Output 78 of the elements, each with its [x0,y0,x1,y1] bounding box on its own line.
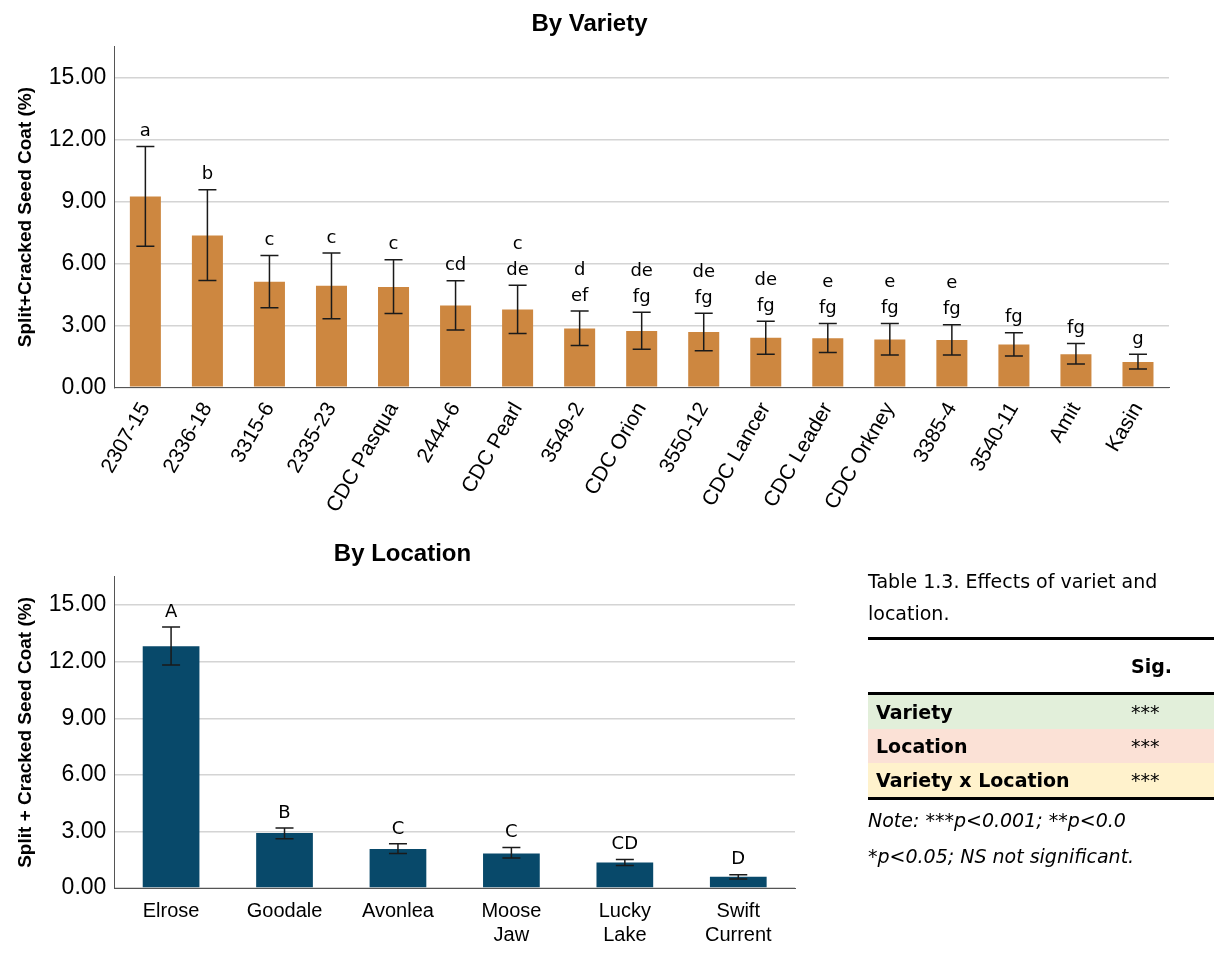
x-tick-label: Elrose [142,898,200,921]
bar [315,285,347,387]
text: *** [1131,735,1160,757]
data-label: fg [1067,316,1085,338]
data-label: C [391,816,405,838]
data-label: CD [611,832,639,854]
y-tick-label: 3.00 [61,816,107,843]
y-tick-label: 0.00 [61,372,107,399]
x-tick-label: Goodale [246,898,323,921]
bar [253,281,285,387]
bar [1122,361,1154,387]
bar [142,646,200,888]
y-tick-label: 6.00 [61,760,107,787]
data-label: e fg [880,270,899,318]
data-label: A [164,599,178,621]
chart-title: By Location [333,539,472,567]
bar [378,286,410,387]
text: Sig. [1131,655,1173,677]
bar [440,305,472,387]
bar [709,876,767,888]
data-label: C [505,820,518,842]
data-label: B [278,800,291,822]
y-tick-label: 3.00 [61,310,107,337]
bar [750,337,782,387]
data-label: c [326,225,337,247]
x-tick-label: Avonlea [362,898,435,921]
bar [688,331,720,387]
bar [564,328,596,387]
data-label: fg [1005,305,1023,327]
data-label: c [264,228,275,250]
text: *** [1131,769,1160,791]
x-tick-label: Moose Jaw [481,898,542,945]
bar [874,339,906,387]
x-tick-label: Lucky Lake [598,898,651,945]
data-label: e fg [942,271,961,319]
text: *p<0.05; NS not significant. [868,844,1136,869]
data-label: g [1132,326,1144,348]
text: Variety x Location [876,769,1071,791]
y-tick-label: 15.00 [48,590,107,617]
bar [483,853,540,888]
bar [998,344,1030,387]
y-tick-label: 9.00 [61,703,107,730]
y-axis-title: Split + Cracked Seed Coat (%) [13,596,35,868]
y-axis-title: Split+Cracked Seed Coat (%) [13,86,35,348]
text: Variety [876,701,954,723]
text: Location [876,735,969,757]
bar [256,833,313,888]
bar [502,309,534,387]
bar [129,196,161,387]
data-label: c [388,232,399,254]
bar [626,330,658,387]
chart-title: By Variety [531,9,649,37]
data-label: de fg [630,259,653,307]
text: Note: ***p<0.001; **p<0.0 [868,808,1127,833]
bar [596,862,654,888]
data-label: a [139,119,151,141]
bar [936,340,968,387]
y-tick-label: 15.00 [48,63,107,90]
data-label: e fg [818,270,837,318]
data-label: d ef [570,257,589,305]
bar [369,848,427,888]
y-tick-label: 6.00 [61,248,107,275]
y-tick-label: 9.00 [61,186,107,213]
text: Table 1.3. Effects of variet and location. [868,569,1159,626]
data-label: cd [444,253,467,275]
text: *** [1131,701,1160,723]
data-label: c de [506,232,529,279]
data-label: D [731,847,746,869]
data-label: de fg [754,267,777,315]
data-label: de fg [692,259,715,307]
bar [191,235,223,387]
x-tick-label: Swift Current [704,898,773,945]
y-tick-label: 12.00 [48,647,107,674]
y-tick-label: 12.00 [48,125,107,151]
y-tick-label: 0.00 [61,873,107,900]
bar [1060,354,1092,387]
data-label: b [201,162,214,184]
bar [812,338,844,387]
